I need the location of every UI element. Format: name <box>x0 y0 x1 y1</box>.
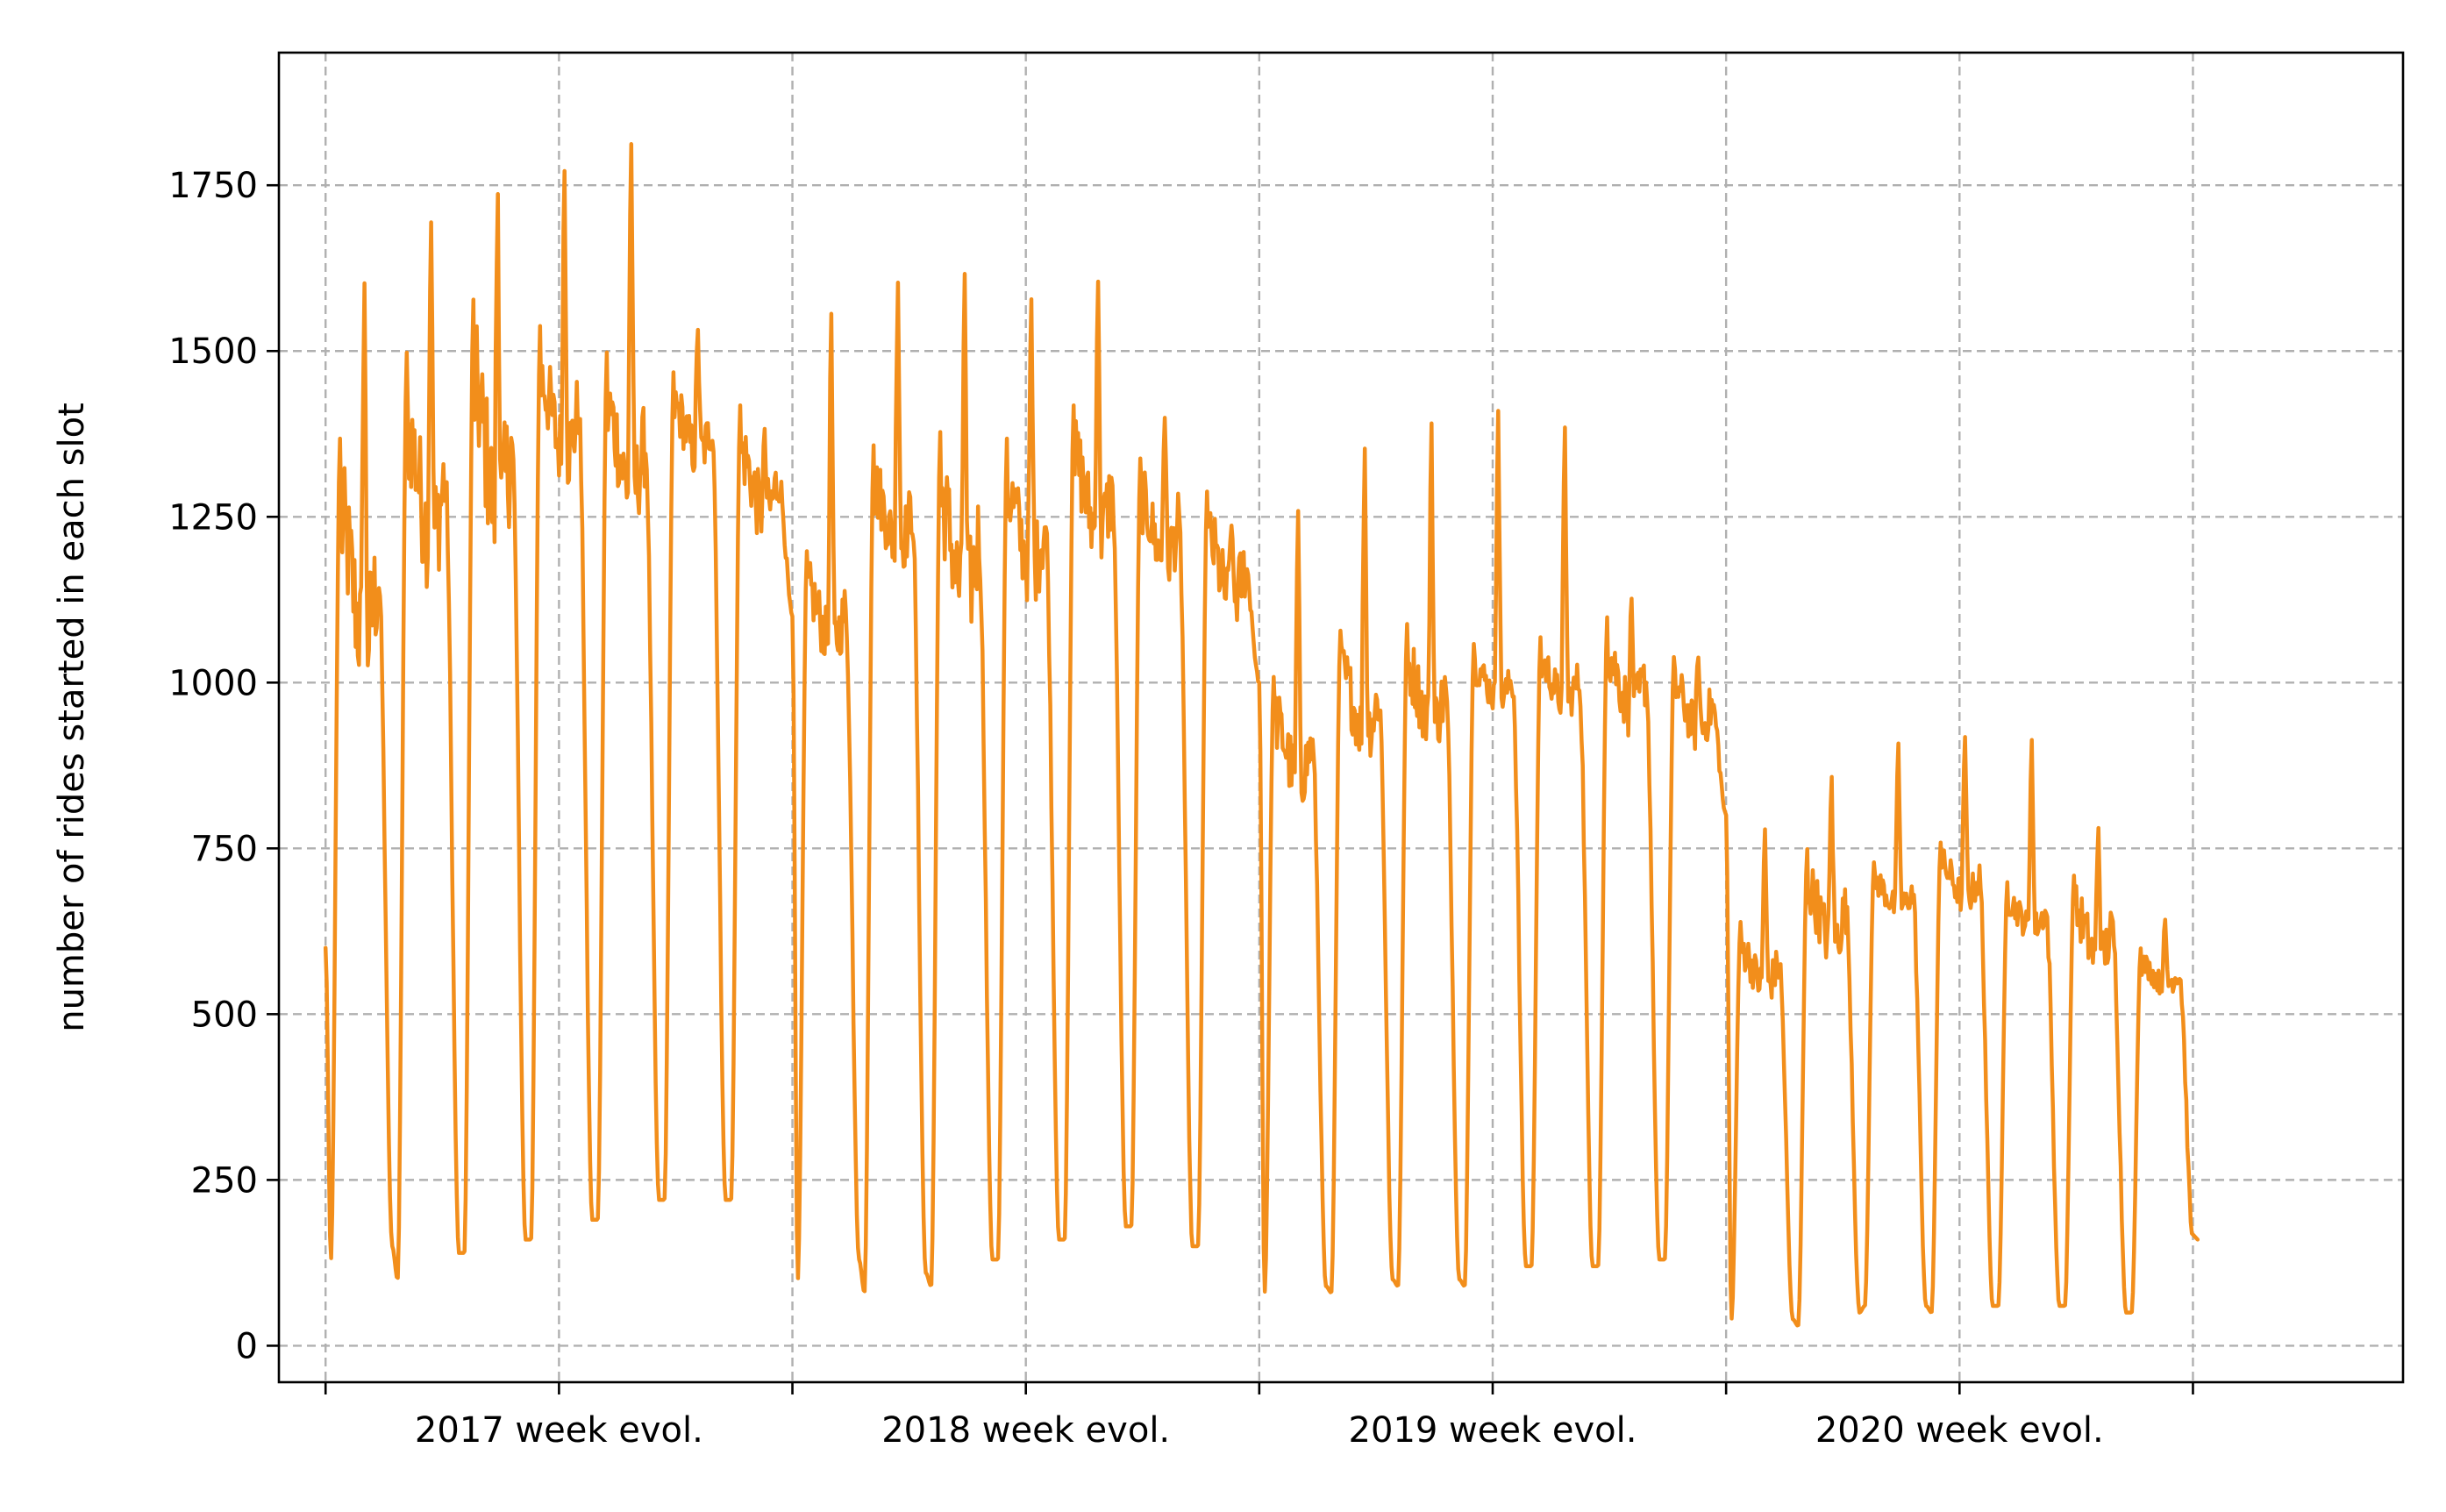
plot-frame <box>277 51 2405 1384</box>
x-tick-label: 2018 week evol. <box>881 1410 1170 1451</box>
y-tick-label: 750 <box>191 829 258 869</box>
y-tick-label: 500 <box>191 995 258 1035</box>
axis-ticks: 0 250 500 750 1000 1250 1500 1750 2017 week evol… <box>168 166 2194 1451</box>
y-tick-label: 0 <box>236 1326 258 1366</box>
y-tick-label: 1500 <box>168 332 258 372</box>
y-tick-label: 250 <box>191 1160 258 1201</box>
series-line <box>323 142 2200 1328</box>
x-tick-label: 2017 week evol. <box>415 1410 703 1451</box>
series-layer <box>323 142 2200 1328</box>
y-axis-label: number of rides started in each slot <box>52 403 92 1032</box>
x-tick-label: 2019 week evol. <box>1349 1410 1637 1451</box>
y-tick-label: 1250 <box>168 497 258 538</box>
x-tick-label: 2020 week evol. <box>1815 1410 2104 1451</box>
y-tick-label: 1000 <box>168 663 258 703</box>
y-tick-label: 1750 <box>168 166 258 206</box>
